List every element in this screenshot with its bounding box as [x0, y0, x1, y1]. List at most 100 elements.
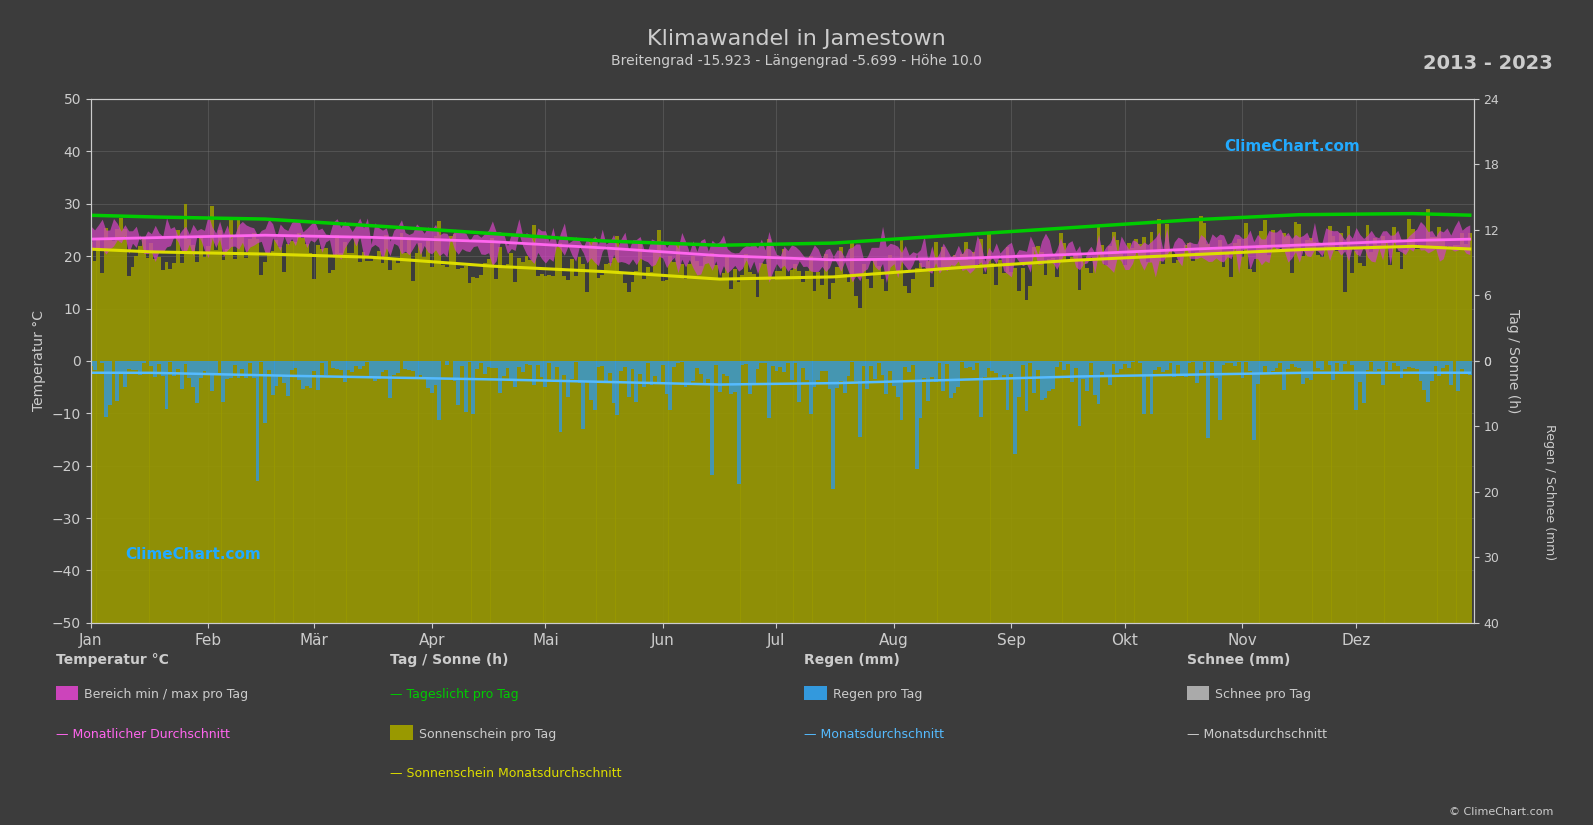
- Bar: [475, 361, 479, 370]
- Bar: [1184, 361, 1187, 377]
- Bar: [922, 271, 926, 623]
- Bar: [1093, 361, 1096, 395]
- Bar: [790, 270, 793, 623]
- Bar: [331, 361, 335, 368]
- Bar: [650, 361, 653, 384]
- Bar: [892, 361, 895, 386]
- Bar: [543, 276, 548, 623]
- Bar: [703, 257, 706, 623]
- Bar: [645, 267, 650, 623]
- Bar: [1450, 361, 1453, 385]
- Bar: [1332, 237, 1335, 623]
- Bar: [1263, 361, 1266, 366]
- Bar: [1373, 361, 1376, 371]
- Bar: [964, 243, 969, 623]
- Bar: [456, 361, 460, 405]
- Bar: [1187, 243, 1192, 623]
- Bar: [1370, 252, 1373, 623]
- Bar: [1203, 223, 1206, 623]
- Bar: [378, 361, 381, 379]
- Bar: [175, 361, 180, 369]
- Bar: [634, 271, 639, 623]
- Bar: [1172, 361, 1176, 377]
- Bar: [578, 361, 581, 384]
- Bar: [1252, 272, 1255, 623]
- Bar: [991, 361, 994, 371]
- Bar: [172, 361, 177, 376]
- Bar: [1309, 238, 1313, 623]
- Bar: [870, 361, 873, 366]
- Bar: [1467, 233, 1472, 623]
- Bar: [626, 361, 631, 397]
- Text: ClimeChart.com: ClimeChart.com: [1225, 139, 1360, 153]
- Bar: [1340, 361, 1343, 371]
- Bar: [870, 288, 873, 623]
- Bar: [1222, 361, 1225, 365]
- Bar: [1203, 361, 1206, 362]
- Bar: [601, 275, 604, 623]
- Bar: [309, 252, 312, 623]
- Bar: [718, 361, 722, 392]
- Text: ClimeChart.com: ClimeChart.com: [126, 547, 261, 563]
- Bar: [1395, 252, 1400, 623]
- Bar: [1456, 361, 1461, 391]
- Bar: [691, 256, 695, 623]
- Bar: [464, 266, 468, 623]
- Bar: [1286, 361, 1290, 369]
- Bar: [400, 233, 403, 623]
- Bar: [438, 221, 441, 623]
- Bar: [824, 361, 828, 371]
- Bar: [180, 263, 183, 623]
- Bar: [1139, 361, 1142, 363]
- Text: Schnee (mm): Schnee (mm): [1187, 653, 1290, 667]
- Bar: [722, 273, 725, 623]
- Text: Regen pro Tag: Regen pro Tag: [833, 688, 922, 701]
- Bar: [706, 256, 710, 623]
- Bar: [804, 271, 809, 623]
- Bar: [1085, 267, 1090, 623]
- Bar: [362, 252, 365, 623]
- Bar: [639, 361, 642, 375]
- Bar: [175, 230, 180, 623]
- Text: Klimawandel in Jamestown: Klimawandel in Jamestown: [647, 29, 946, 49]
- Bar: [566, 280, 570, 623]
- Bar: [229, 219, 233, 623]
- Bar: [1442, 240, 1445, 623]
- Bar: [1104, 265, 1109, 623]
- Bar: [573, 276, 578, 623]
- Bar: [854, 361, 859, 381]
- Bar: [1200, 216, 1203, 623]
- Bar: [1403, 250, 1407, 623]
- Bar: [444, 267, 449, 623]
- Bar: [1120, 254, 1123, 623]
- Bar: [755, 297, 760, 623]
- Bar: [763, 361, 768, 363]
- Bar: [370, 361, 373, 378]
- Bar: [1431, 361, 1434, 381]
- Bar: [1082, 261, 1085, 623]
- Bar: [449, 236, 452, 623]
- Bar: [320, 361, 323, 363]
- Bar: [914, 361, 919, 469]
- Bar: [419, 243, 422, 623]
- Bar: [535, 361, 540, 365]
- Bar: [389, 270, 392, 623]
- Bar: [1357, 361, 1362, 382]
- Bar: [475, 278, 479, 623]
- Bar: [969, 361, 972, 367]
- Bar: [1370, 361, 1373, 362]
- Bar: [1164, 361, 1169, 370]
- Bar: [1384, 361, 1389, 362]
- Bar: [237, 219, 241, 623]
- Bar: [279, 248, 282, 623]
- Bar: [1123, 265, 1126, 623]
- Bar: [1211, 250, 1214, 623]
- Bar: [1244, 361, 1249, 362]
- Bar: [1279, 361, 1282, 363]
- Bar: [312, 279, 317, 623]
- Bar: [596, 278, 601, 623]
- Bar: [285, 361, 290, 396]
- Bar: [631, 282, 634, 623]
- Bar: [688, 264, 691, 623]
- Bar: [881, 279, 884, 623]
